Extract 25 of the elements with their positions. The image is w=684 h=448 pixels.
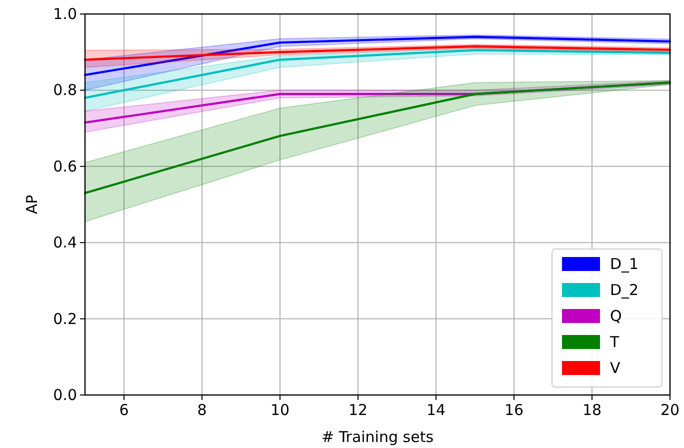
y-tick-label: 0.4 [53,234,77,252]
line-series [84,49,672,99]
x-tick-label: 18 [582,401,602,419]
x-tick-label: 12 [348,401,368,419]
legend-label: T [609,333,620,351]
legend-label: Q [610,307,622,325]
x-tick-label: 8 [197,401,207,419]
line-series [84,36,672,76]
x-tick-label: 20 [660,401,680,419]
x-tick-label: 14 [426,401,446,419]
y-tick-label: 0.0 [53,386,77,404]
x-tick-label: 16 [504,401,524,419]
line-series [84,81,672,194]
legend-label: V [610,359,621,377]
legend-label: D_1 [610,255,639,273]
y-tick-label: 0.2 [53,310,77,328]
y-tick-label: 1.0 [53,5,77,23]
y-tick-label: 0.8 [53,81,77,100]
y-axis-title: AP [23,194,41,214]
x-axis-title: # Training sets [321,428,434,446]
x-tick-label: 10 [270,401,290,419]
x-tick-label: 6 [119,401,129,419]
legend-label: D_2 [610,281,639,299]
y-tick-label: 0.6 [53,157,77,176]
line-series [84,45,672,61]
